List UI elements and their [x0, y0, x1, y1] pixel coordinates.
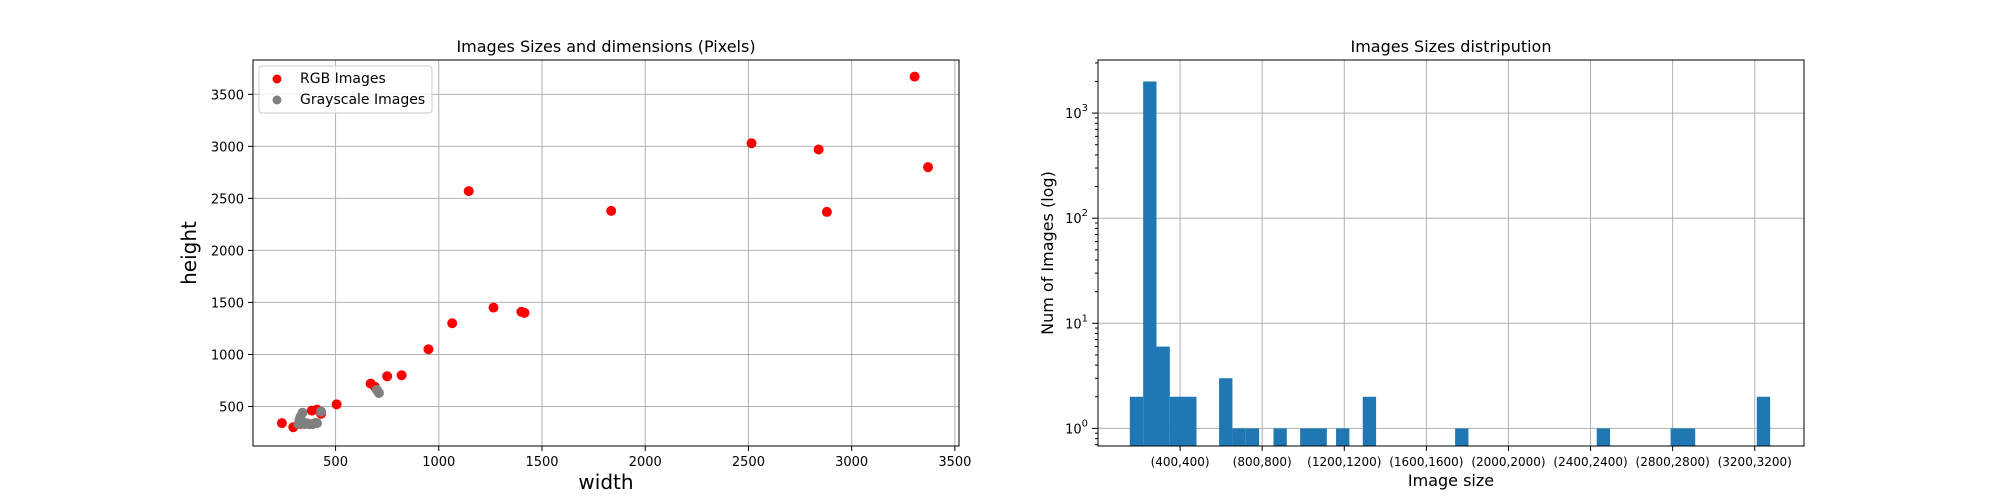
scatter-y-tick-label: 1500 [211, 296, 244, 311]
scatter-plot-frame [252, 59, 960, 447]
rgb-image-point [396, 370, 407, 381]
grayscale-image-point [311, 418, 322, 429]
scatter-y-tick-label: 3000 [211, 140, 244, 155]
histogram-bar [1129, 396, 1144, 446]
histogram-bar [1670, 428, 1696, 446]
histogram-bar [1273, 428, 1287, 446]
histogram-bar [1300, 428, 1327, 446]
histogram-x-tick-label: (2800,2800) [1636, 455, 1710, 469]
scatter-x-tick-label: 500 [323, 455, 348, 470]
histogram-bar [1143, 81, 1157, 446]
scatter-x-tick-label: 2500 [732, 455, 765, 470]
scatter-x-tick-label: 1500 [525, 455, 558, 470]
rgb-image-point [331, 399, 342, 410]
scatter-y-tick-label: 1000 [211, 348, 244, 363]
scatter-chart: 500 1000 1500 2000 2500 3000 3500 500 1000 1500 20… [177, 37, 971, 494]
histogram-x-tick-label: (3200,3200) [1718, 455, 1792, 469]
rgb-image-point [382, 371, 393, 382]
histogram-x-tick-label: (400,400) [1151, 455, 1210, 469]
histogram-y-tick-label: 100 [1065, 418, 1088, 437]
histogram-y-tick-label: 102 [1065, 208, 1088, 227]
histogram-x-tick-label: (800,800) [1233, 455, 1292, 469]
grayscale-image-point [297, 407, 308, 418]
histogram-x-tick-label: (2000,2000) [1471, 455, 1545, 469]
histogram-y-tick-label: 103 [1065, 103, 1088, 122]
legend-frame [258, 65, 433, 114]
histogram-y-axis-label: Num of Images (log) [1038, 171, 1057, 335]
scatter-x-tick-label: 3000 [835, 455, 868, 470]
legend-grayscale-label: Grayscale Images [300, 92, 425, 108]
histogram-x-axis-label: Image size [1408, 471, 1494, 490]
scatter-ticks: 500 1000 1500 2000 2500 3000 3500 500 1000 1500 20… [211, 88, 972, 470]
scatter-title: Images Sizes and dimensions (Pixels) [456, 37, 755, 56]
scatter-y-tick-label: 2000 [211, 244, 244, 259]
histogram-bars [1129, 81, 1771, 446]
rgb-image-point [606, 205, 617, 216]
legend-rgb-label: RGB Images [300, 71, 386, 87]
rgb-image-point [447, 318, 458, 329]
legend-rgb-marker [272, 74, 282, 84]
histogram-title: Images Sizes distripution [1351, 37, 1552, 56]
rgb-image-point [463, 186, 474, 197]
rgb-image-point [519, 307, 530, 318]
scatter-x-axis-label: width [578, 470, 633, 494]
histogram-bar [1169, 396, 1197, 446]
grayscale-image-point [316, 406, 327, 417]
histogram-y-tick-label: 101 [1065, 313, 1088, 332]
rgb-image-point [488, 302, 499, 313]
scatter-x-tick-label: 1000 [422, 455, 455, 470]
scatter-y-axis-label: height [177, 221, 201, 285]
histogram-chart: 100 101 102 103 (400,400) (800,800) (1200,1200… [1038, 37, 1805, 490]
histogram-bar [1596, 428, 1611, 446]
rgb-image-point [923, 162, 934, 173]
rgb-image-point [909, 71, 920, 82]
scatter-x-tick-label: 3500 [938, 455, 971, 470]
scatter-grid [253, 60, 959, 446]
scatter-points [276, 71, 934, 433]
rgb-image-point [746, 138, 757, 149]
grayscale-image-point [373, 387, 384, 398]
histogram-bar [1245, 428, 1260, 446]
rgb-image-point [813, 144, 824, 155]
histogram-bar [1455, 428, 1469, 446]
scatter-y-tick-label: 500 [219, 400, 244, 415]
histogram-grid [1098, 60, 1804, 446]
rgb-image-point [276, 418, 287, 429]
scatter-y-tick-label: 2500 [211, 192, 244, 207]
histogram-ticks: 100 101 102 103 (400,400) (800,800) (1200,1200… [1065, 62, 1792, 469]
histogram-plot-frame [1097, 59, 1805, 447]
legend-grayscale-marker [272, 95, 282, 105]
scatter-x-tick-label: 2000 [629, 455, 662, 470]
histogram-bar [1219, 378, 1233, 446]
histogram-bar [1336, 428, 1350, 446]
histogram-x-tick-label: (2400,2400) [1553, 455, 1627, 469]
scatter-y-tick-label: 3500 [211, 88, 244, 103]
histogram-bar [1156, 346, 1170, 446]
histogram-x-tick-label: (1200,1200) [1307, 455, 1381, 469]
rgb-image-point [423, 344, 434, 355]
histogram-bar [1232, 428, 1246, 446]
histogram-bar [1756, 396, 1771, 446]
histogram-bar [1362, 396, 1377, 446]
scatter-legend: RGB Images Grayscale Images [258, 65, 433, 114]
histogram-x-tick-label: (1600,1600) [1389, 455, 1463, 469]
rgb-image-point [821, 206, 832, 217]
